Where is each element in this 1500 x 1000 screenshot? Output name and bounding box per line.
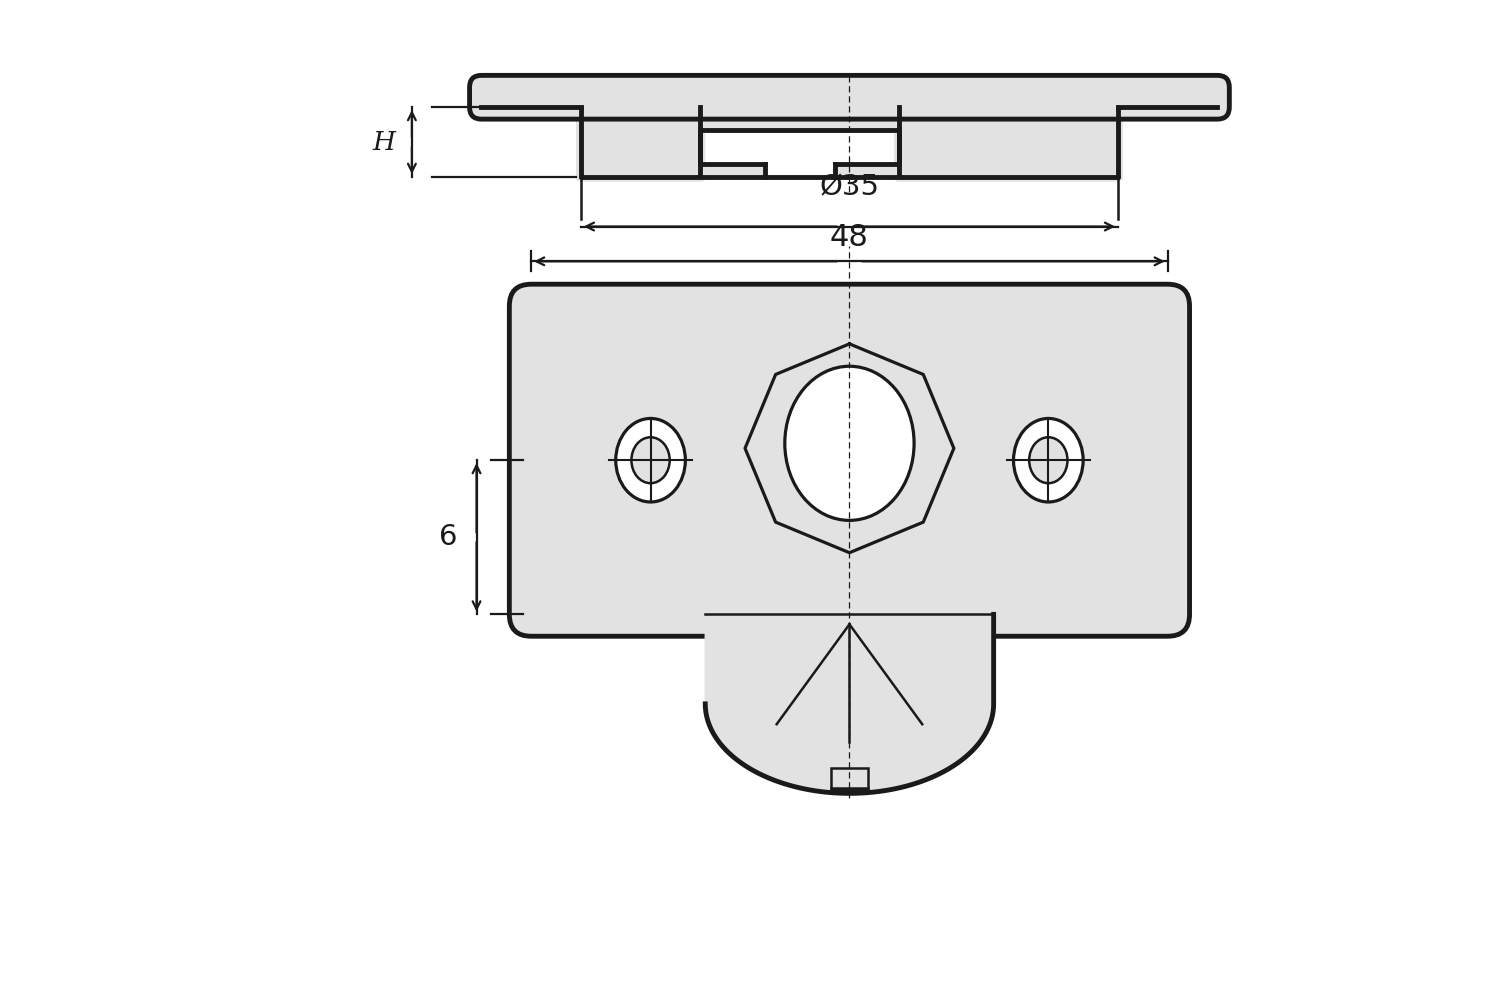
Ellipse shape [615,418,686,502]
FancyBboxPatch shape [470,75,1230,119]
Ellipse shape [784,366,914,520]
Text: Ø35: Ø35 [819,174,879,202]
FancyBboxPatch shape [576,102,705,182]
Text: 6: 6 [440,523,458,551]
FancyBboxPatch shape [510,284,1190,636]
Bar [831,788,868,790]
FancyBboxPatch shape [894,102,1124,182]
Ellipse shape [1014,418,1083,502]
Text: H: H [372,129,396,154]
Bar [831,768,868,790]
Text: 48: 48 [830,223,868,252]
Polygon shape [705,614,993,793]
Ellipse shape [632,437,669,483]
Polygon shape [746,344,954,553]
Ellipse shape [1029,437,1068,483]
